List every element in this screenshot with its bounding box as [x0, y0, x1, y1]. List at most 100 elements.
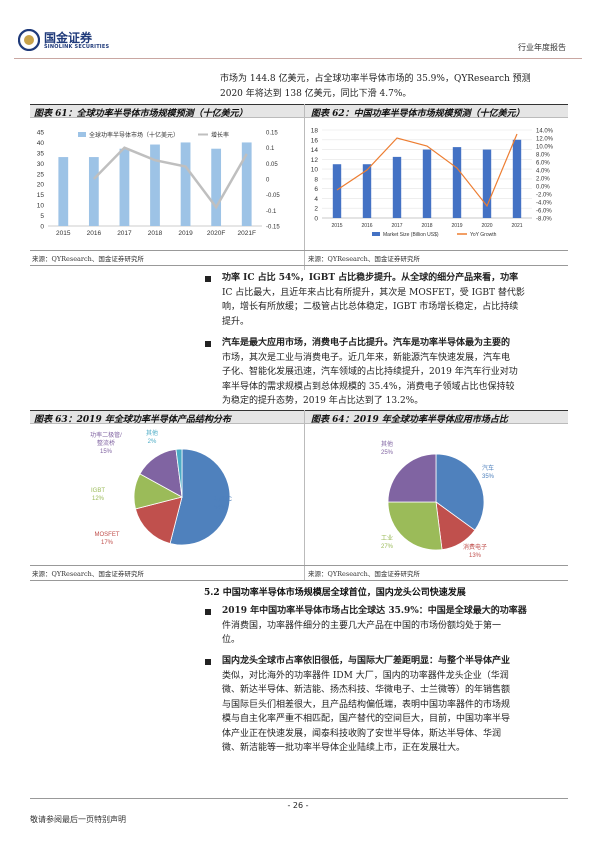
pie-slice-其他	[387, 453, 437, 503]
bullet4-line-1: 国内龙头全球市占率依旧很低，与国际大厂差距明显：与整个半导体产业	[222, 656, 511, 666]
logo-mark-icon	[18, 29, 40, 51]
y2-tick-label: -0.15	[266, 225, 280, 231]
y-tick-label: 40	[37, 140, 45, 147]
y-tick-label: 16	[311, 137, 319, 144]
pie-label: 功率二极管/	[90, 431, 122, 439]
pie-value-label: 25%	[381, 450, 394, 456]
bar-2018	[150, 144, 160, 226]
fig61-62-header: 图表 61：全球功率半导体市场规模预测（十亿美元） 图表 62：中国功率半导体市…	[30, 104, 568, 119]
y2-tick-label: -2.0%	[536, 193, 552, 199]
pie-application-share-plot: 汽车 35% 消费电子 13% 工业 27% 其他 25%	[381, 440, 495, 559]
bullet2-line-4: 率半导体的需求规模占到总体规模的 35.4%，消费电子领域占比也保持较	[222, 381, 515, 392]
y-tick-label: 18	[311, 128, 319, 135]
x-tick-label: 2021F	[237, 230, 255, 237]
x-tick-label: 2016	[361, 223, 372, 229]
y2-tick-label: 4.0%	[536, 169, 550, 175]
y2-tick-label: 2.0%	[536, 177, 550, 183]
y2-tick-label: 12.0%	[536, 137, 554, 143]
bullet2-paragraph: 汽车是最大应用市场，消费电子占比提升。汽车是功率半导体最为主要的 市场，其次是工…	[222, 336, 567, 409]
fig64-source: 来源：QYResearch、国金证券研究所	[308, 570, 420, 578]
pie-slice-MOSFET	[135, 496, 183, 544]
y-tick-label: 35	[37, 150, 45, 157]
bullet-marker	[205, 659, 211, 665]
pie-value-label: 35%	[482, 474, 495, 480]
pie-value-label: 17%	[101, 540, 114, 546]
x-tick-label: 2015	[56, 230, 71, 237]
section-heading: 5.2 中国功率半导体市场规模居全球首位，国内龙头公司快速发展	[204, 588, 466, 598]
pie-slice-功率IC	[169, 448, 231, 546]
y2-tick-label: 6.0%	[536, 161, 550, 167]
bullet4-line-7: 微、新洁能等一批功率半导体企业陆续上市，正在发展壮大。	[222, 743, 466, 753]
pie-label: 消费电子	[463, 543, 487, 551]
report-type-label: 行业年度报告	[518, 43, 566, 52]
fig61-title: 图表 61：全球功率半导体市场规模预测（十亿美元）	[34, 109, 248, 119]
fig62-source: 来源：QYResearch、国金证券研究所	[308, 255, 420, 263]
bar-2017	[392, 156, 402, 218]
bullet3-paragraph: 2019 年中国功率半导体市场占比全球达 35.9%：中国是全球最大的功率器 件…	[222, 604, 567, 648]
bullet3-line-3: 位。	[222, 635, 241, 645]
y-tick-label: 0	[314, 216, 318, 223]
y2-tick-label: -8.0%	[536, 217, 552, 223]
x-tick-label: 2019	[451, 223, 462, 229]
legend-label-bar: 全球功率半导体市场（十亿美元）	[89, 131, 179, 139]
y-tick-label: 0	[40, 224, 44, 231]
bullet1-line-1: 功率 IC 占比 54%，IGBT 占比稳步提升。从全球的细分产品来看，功率	[222, 273, 519, 283]
bar-2015	[332, 164, 342, 218]
bar-2016	[362, 164, 372, 218]
chart-global-market: 0 5 10 15 20 25 30 35 40 45 -0.15 -0.1 -0.05 0 0.05 0.1…	[37, 130, 281, 238]
bar-2016	[88, 157, 99, 226]
bar-2021	[512, 139, 522, 218]
bullet1-line-3: 响，增长有所放缓；二极管占比总体稳定，IGBT 市场增长稳定，占比持续	[222, 302, 519, 312]
fig-divider	[304, 410, 305, 580]
legend-swatch-bar	[78, 132, 86, 137]
y-tick-label: 5	[40, 213, 44, 220]
y2-tick-label: -6.0%	[536, 209, 552, 215]
bar-2021F	[241, 142, 252, 226]
chart-china-market: 0 2 4 6 8 10 12 14 16 18 -8.0% -6.0% -4.0% -2.0% 0.0% 2…	[311, 128, 554, 239]
fig63-title: 图表 63：2019 年全球功率半导体产品结构分布	[34, 415, 231, 425]
bar-2019	[180, 142, 191, 226]
chart-global-market-plot: 0 5 10 15 20 25 30 35 40 45 -0.15 -0.1 -0.05 0 0.05 0.1…	[37, 130, 281, 238]
y-tick-label: 25	[37, 171, 45, 178]
pie-label: 工业	[381, 534, 393, 542]
pie-value-label: 13%	[469, 553, 482, 559]
x-tick-label: 2020F	[207, 230, 225, 237]
bullet-marker	[205, 341, 211, 347]
bullet1-paragraph: 功率 IC 占比 54%，IGBT 占比稳步提升。从全球的细分产品来看，功率 I…	[222, 271, 567, 329]
footer-divider	[30, 798, 568, 799]
y-tick-label: 10	[37, 203, 45, 210]
bar-2019	[452, 147, 462, 218]
y-tick-label: 8	[314, 176, 318, 183]
pie-value-label: 12%	[92, 496, 105, 502]
x-tick-label: 2019	[178, 230, 193, 237]
pie-label: IGBT	[91, 488, 105, 494]
fig61-62-bottom-rule	[30, 250, 568, 251]
y-tick-label: 6	[314, 186, 318, 193]
y-tick-label: 20	[37, 182, 45, 189]
x-tick-label: 2018	[148, 230, 163, 237]
fig63-64-bottom-rule	[30, 565, 568, 566]
bullet4-line-2: 类似，对比海外的功率器件 IDM 大厂，国内的功率器件龙头企业（华润	[222, 670, 509, 681]
fig63-64-header: 图表 63：2019 年全球功率半导体产品结构分布 图表 64：2019 年全球…	[30, 410, 568, 425]
bar-2020	[482, 149, 492, 218]
x-tick-label: 2017	[391, 223, 402, 229]
x-tick-label: 2018	[421, 223, 432, 229]
legend-label-bar: Market Size (Billion US$)	[383, 232, 439, 238]
bullet1-line-2: IC 占比最大，且近年来占比有所提升，其次是 MOSFET，受 IGBT 替代影	[222, 287, 525, 298]
fig61-62-source-rule	[30, 265, 568, 266]
legend-swatch-bar	[372, 232, 380, 236]
x-tick-label: 2021	[511, 223, 522, 229]
bar-2015	[58, 157, 69, 226]
y2-tick-label: 0	[266, 178, 270, 184]
bullet-marker	[205, 609, 211, 615]
bullet2-line-3: 子化、智能化发展迅速，汽车领域的占比持续提升，2019 年汽车行业对功	[222, 367, 518, 377]
bullet4-line-3: 微、新达半导体、新洁能、扬杰科技、华微电子、士兰微等）的年销售额	[222, 685, 511, 695]
bar-2020F	[211, 148, 222, 226]
legend-label-line: YoY Growth	[470, 232, 497, 238]
y-tick-label: 14	[311, 147, 319, 154]
bullet3-line-2: 件消费国，功率器件细分的主要几大产品在中国的市场份额均处于第一	[222, 620, 502, 631]
x-tick-label: 2016	[87, 230, 102, 237]
y-tick-label: 2	[314, 206, 318, 213]
fig-divider	[304, 104, 305, 270]
fig63-source: 来源：QYResearch、国金证券研究所	[32, 570, 144, 578]
